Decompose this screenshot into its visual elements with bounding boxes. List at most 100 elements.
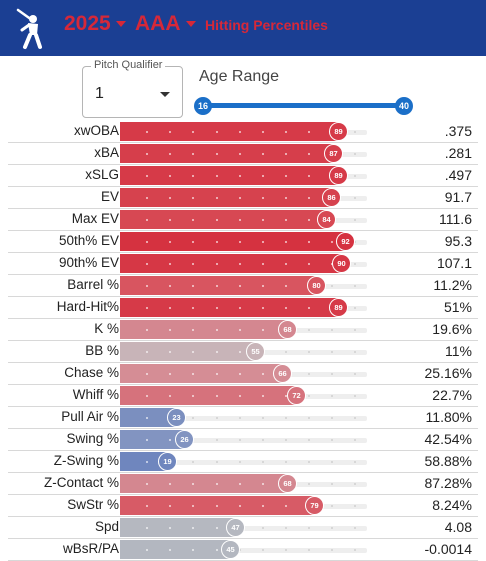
bar-tick xyxy=(285,395,287,397)
bar-tick xyxy=(216,395,218,397)
track-tick xyxy=(354,263,356,265)
bar-tick xyxy=(169,483,171,485)
percentile-badge: 26 xyxy=(175,430,194,449)
stat-label: Chase % xyxy=(64,365,119,380)
bar-tick xyxy=(285,219,287,221)
percentile-badge: 19 xyxy=(158,452,177,471)
stat-label: Barrel % xyxy=(67,277,119,292)
season-select[interactable]: 2025 xyxy=(64,12,111,35)
stat-row: Barrel % 80 11.2% xyxy=(8,275,478,297)
stat-row: Pull Air % 23 11.80% xyxy=(8,407,478,429)
bar-tick xyxy=(146,395,148,397)
bar-tick xyxy=(216,131,218,133)
track-tick xyxy=(354,285,356,287)
bar-tick xyxy=(262,263,264,265)
bar-tick xyxy=(169,373,171,375)
bar-tick xyxy=(262,329,264,331)
track-tick xyxy=(285,461,287,463)
stat-row: Z-Swing % 19 58.88% xyxy=(8,451,478,473)
level-chevron-down-icon[interactable] xyxy=(186,21,196,27)
track-tick xyxy=(285,549,287,551)
bar-tick xyxy=(146,219,148,221)
bar-tick xyxy=(308,175,310,177)
bar-tick xyxy=(192,307,194,309)
bar-tick xyxy=(285,307,287,309)
track-tick xyxy=(308,373,310,375)
pitch-qualifier-select[interactable]: Pitch Qualifier 1 xyxy=(82,59,183,118)
bar-tick xyxy=(146,329,148,331)
stat-row: xSLG 89 .497 xyxy=(8,165,478,187)
stat-value: 11% xyxy=(445,343,472,359)
bar-tick xyxy=(146,351,148,353)
percentile-bar xyxy=(120,254,341,273)
bar-tick xyxy=(192,241,194,243)
page-subtitle: Hitting Percentiles xyxy=(205,17,328,33)
track-tick xyxy=(354,351,356,353)
stat-label: wBsR/PA xyxy=(62,541,119,556)
stat-value: 111.6 xyxy=(439,211,472,227)
stat-label: xwOBA xyxy=(73,123,119,138)
percentile-bar xyxy=(120,496,314,515)
bar-tick xyxy=(239,263,241,265)
bar-tick xyxy=(308,263,310,265)
bar-tick xyxy=(216,527,218,529)
stat-value: 19.6% xyxy=(432,321,472,337)
percentile-badge: 66 xyxy=(273,364,292,383)
track-tick xyxy=(354,307,356,309)
stat-value: 4.08 xyxy=(444,519,472,535)
stat-value: .497 xyxy=(444,167,472,183)
stat-label: Z-Contact % xyxy=(43,475,119,490)
bar-tick xyxy=(216,219,218,221)
bar-tick xyxy=(308,307,310,309)
chevron-down-icon xyxy=(160,92,170,97)
bar-tick xyxy=(169,549,171,551)
bar-tick xyxy=(216,549,218,551)
percentile-bar xyxy=(120,386,296,405)
bar-tick xyxy=(262,219,264,221)
bar-tick xyxy=(262,175,264,177)
stat-label: xSLG xyxy=(85,167,119,182)
age-min-handle[interactable]: 16 xyxy=(194,97,212,115)
bar-tick xyxy=(239,505,241,507)
bar-tick xyxy=(169,505,171,507)
track-tick xyxy=(331,395,333,397)
season-chevron-down-icon[interactable] xyxy=(116,21,126,27)
stat-value: 11.80% xyxy=(425,409,472,425)
bar-tick xyxy=(262,395,264,397)
track-tick xyxy=(308,439,310,441)
percentile-badge: 90 xyxy=(332,254,351,273)
bar-tick xyxy=(192,395,194,397)
stat-value: 22.7% xyxy=(432,387,472,403)
track-tick xyxy=(331,483,333,485)
bar-tick xyxy=(192,329,194,331)
bar-tick xyxy=(285,153,287,155)
level-select[interactable]: AAA xyxy=(135,12,181,35)
bar-tick xyxy=(262,131,264,133)
bar-tick xyxy=(192,549,194,551)
age-max-handle[interactable]: 40 xyxy=(395,97,413,115)
bar-tick xyxy=(146,373,148,375)
app-header: 2025 AAA Hitting Percentiles xyxy=(0,0,486,56)
stat-value: 42.54% xyxy=(424,431,472,447)
bar-tick xyxy=(192,505,194,507)
stat-value: 95.3 xyxy=(444,233,472,249)
percentile-bar xyxy=(120,276,316,295)
stat-value: 11.2% xyxy=(433,277,472,293)
bar-tick xyxy=(239,329,241,331)
bar-tick xyxy=(308,197,310,199)
bar-tick xyxy=(192,483,194,485)
bar-tick xyxy=(262,197,264,199)
track-tick xyxy=(354,329,356,331)
bar-tick xyxy=(216,307,218,309)
percentile-bar xyxy=(120,232,345,251)
percentile-bar xyxy=(120,144,333,163)
age-range-track[interactable] xyxy=(203,103,404,108)
percentile-bar xyxy=(120,430,184,449)
bar-tick xyxy=(262,241,264,243)
bar-tick xyxy=(169,197,171,199)
track-tick xyxy=(308,351,310,353)
bar-tick xyxy=(192,373,194,375)
track-tick xyxy=(331,417,333,419)
track-tick xyxy=(308,329,310,331)
percentile-bar xyxy=(120,518,235,537)
